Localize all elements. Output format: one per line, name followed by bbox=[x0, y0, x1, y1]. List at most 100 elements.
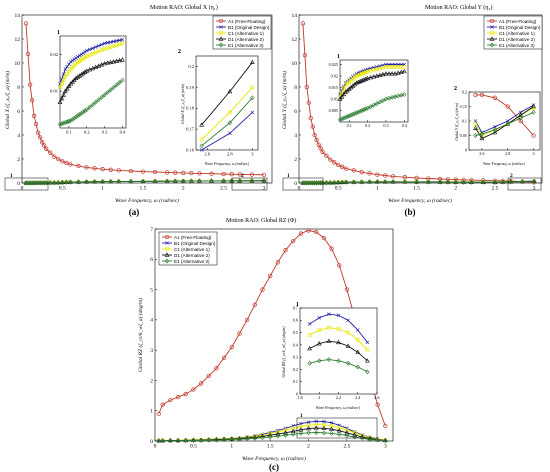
marker-A1 bbox=[283, 248, 288, 253]
marker-D1 bbox=[326, 338, 332, 343]
marker-C1 bbox=[228, 110, 232, 115]
marker-E1 bbox=[59, 121, 64, 127]
marker-B1 bbox=[518, 110, 523, 115]
marker-D1 bbox=[87, 67, 93, 72]
marker-B1 bbox=[76, 55, 80, 59]
legend-entry-D1: D1 (Alternative 2) bbox=[174, 253, 210, 258]
marker-D1 bbox=[261, 177, 267, 183]
x-tick-label: 2 bbox=[307, 444, 310, 450]
legend-entry-B1: B1 (Original Design) bbox=[228, 25, 270, 30]
marker-E1 bbox=[197, 178, 202, 184]
marker-E1 bbox=[337, 431, 342, 437]
marker-C1 bbox=[362, 71, 366, 75]
marker-E1 bbox=[99, 94, 104, 100]
marker-A1 bbox=[173, 170, 178, 175]
series-line-E1 bbox=[475, 111, 534, 136]
marker-A1 bbox=[116, 168, 121, 173]
marker-C1 bbox=[473, 122, 478, 126]
marker-C1 bbox=[276, 430, 280, 434]
marker-A1 bbox=[64, 160, 69, 166]
zoom-box-2-label: 2 bbox=[241, 173, 244, 179]
marker-A1 bbox=[337, 263, 342, 268]
marker-A1 bbox=[359, 170, 364, 175]
inset-a2-xlabel: Wave Frequency, ω (rad/sec) bbox=[205, 162, 250, 167]
marker-A1 bbox=[402, 175, 407, 180]
y-tick-label: 0.01 bbox=[50, 89, 58, 94]
x-tick-label: 1 bbox=[230, 444, 233, 450]
marker-D1 bbox=[380, 71, 386, 77]
marker-E1 bbox=[339, 116, 345, 122]
marker-B1 bbox=[93, 45, 98, 49]
marker-E1 bbox=[183, 437, 188, 443]
marker-E1 bbox=[237, 436, 242, 442]
marker-A1 bbox=[249, 172, 254, 177]
marker-D1 bbox=[111, 59, 116, 64]
marker-D1 bbox=[197, 178, 202, 183]
marker-E1 bbox=[252, 435, 258, 441]
marker-E1 bbox=[352, 111, 357, 117]
marker-D1 bbox=[392, 71, 398, 76]
y-tick-label: 0 bbox=[294, 181, 297, 187]
marker-E1 bbox=[156, 438, 162, 444]
marker-D1 bbox=[386, 71, 392, 76]
marker-E1 bbox=[426, 179, 431, 185]
marker-A1 bbox=[445, 177, 451, 182]
marker-D1 bbox=[361, 77, 367, 82]
marker-D1 bbox=[341, 91, 347, 97]
marker-D1 bbox=[114, 58, 119, 63]
marker-A1 bbox=[175, 394, 181, 400]
marker-D1 bbox=[116, 178, 122, 184]
marker-E1 bbox=[402, 179, 408, 185]
marker-E1 bbox=[116, 179, 121, 185]
panel-a-title: Motion RAO: Global X (η₁) bbox=[150, 4, 218, 11]
plot-frame bbox=[299, 307, 378, 395]
x-tick-label: 3 bbox=[263, 186, 266, 192]
marker-D1 bbox=[108, 59, 113, 65]
marker-C1 bbox=[120, 41, 125, 46]
y-tick-label: 10 bbox=[15, 61, 21, 67]
y-tick-label: 3 bbox=[150, 348, 153, 354]
marker-E1 bbox=[92, 179, 97, 185]
panel-b-xlabel: Wave Frequency, ω (rad/sec) bbox=[388, 197, 452, 204]
marker-E1 bbox=[117, 80, 122, 86]
x-tick-label: 1 bbox=[101, 186, 104, 192]
marker-E1 bbox=[329, 430, 334, 436]
marker-E1 bbox=[345, 114, 350, 120]
marker-D1 bbox=[120, 57, 125, 62]
marker-B1 bbox=[327, 312, 331, 316]
inset-b2-xlabel: Wave Frequency, ω (rad/sec) bbox=[483, 162, 526, 167]
marker-D1 bbox=[77, 73, 83, 78]
x-tick-label: 0.4 bbox=[402, 123, 408, 128]
marker-E1 bbox=[244, 436, 250, 442]
marker-D1 bbox=[321, 425, 327, 430]
x-tick-label: 1.8 bbox=[297, 395, 302, 400]
marker-A1 bbox=[302, 53, 308, 58]
marker-B1 bbox=[219, 25, 223, 29]
y-tick-label: 0.05 bbox=[460, 133, 467, 138]
series-line-E1 bbox=[201, 97, 253, 147]
marker-A1 bbox=[84, 165, 89, 170]
marker-B1 bbox=[96, 44, 101, 48]
marker-D1 bbox=[199, 122, 205, 127]
marker-E1 bbox=[321, 430, 327, 436]
marker-B1 bbox=[83, 50, 87, 54]
marker-B1 bbox=[329, 421, 334, 425]
marker-E1 bbox=[82, 108, 88, 114]
marker-A1 bbox=[268, 273, 273, 279]
marker-E1 bbox=[80, 109, 86, 115]
marker-E1 bbox=[152, 178, 158, 184]
marker-E1 bbox=[367, 179, 372, 185]
marker-D1 bbox=[62, 88, 68, 93]
marker-E1 bbox=[335, 180, 341, 185]
marker-B1 bbox=[87, 47, 92, 52]
marker-A1 bbox=[221, 171, 226, 177]
marker-B1 bbox=[70, 58, 75, 63]
y-tick-label: 0.15 bbox=[460, 104, 467, 109]
marker-D1 bbox=[275, 431, 281, 436]
marker-E1 bbox=[77, 112, 82, 117]
legend-entry-A1: A1 (Free-Floating) bbox=[499, 19, 537, 24]
marker-D1 bbox=[221, 178, 227, 183]
zoom-box-1 bbox=[296, 417, 378, 439]
marker-C1 bbox=[199, 137, 204, 142]
